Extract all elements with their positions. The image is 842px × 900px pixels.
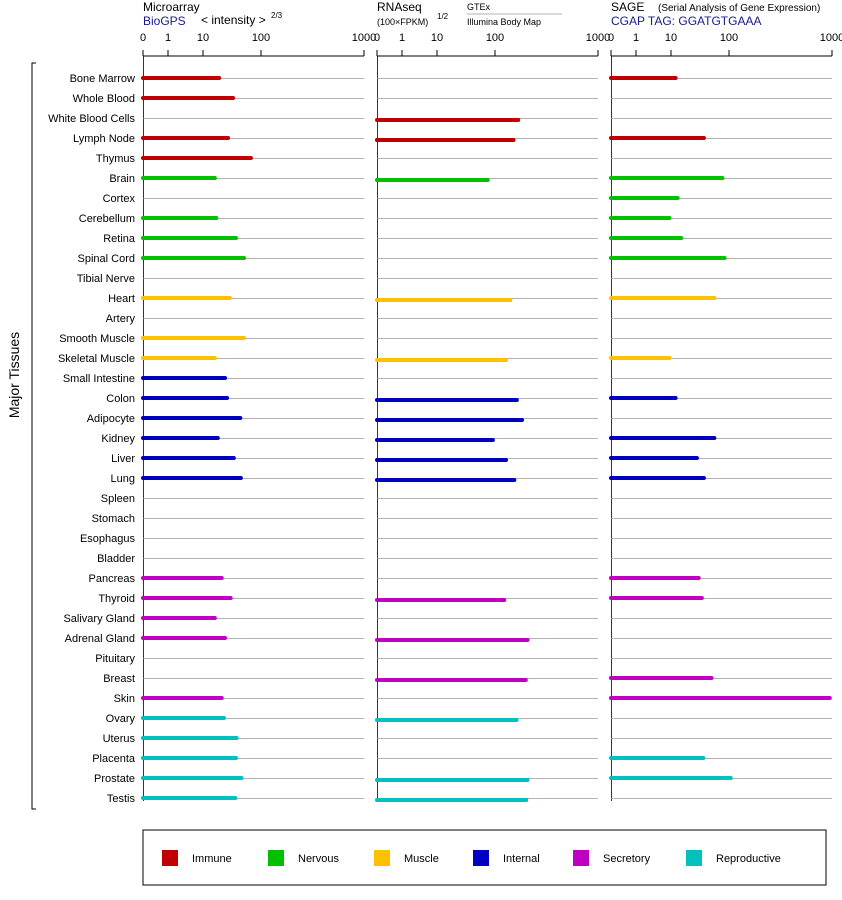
- bars: [141, 76, 832, 802]
- x-tick-label: 100: [486, 32, 504, 44]
- category-label: Breast: [103, 673, 135, 685]
- category-label: Skin: [114, 693, 135, 705]
- x-tick-label: 1000: [586, 32, 610, 44]
- panel1-source[interactable]: BioGPS: [143, 14, 186, 28]
- panel3-tag[interactable]: CGAP TAG: GGATGTGAAA: [611, 14, 761, 28]
- category-label: Lung: [111, 473, 135, 485]
- category-label: Kidney: [101, 433, 135, 445]
- category-label: Heart: [108, 293, 135, 305]
- category-label: Thyroid: [98, 593, 135, 605]
- category-label: Adipocyte: [87, 413, 135, 425]
- category-label: Smooth Muscle: [59, 333, 135, 345]
- category-label: Spinal Cord: [78, 253, 135, 265]
- x-tick-label: 10: [197, 32, 209, 44]
- x-tick-label: 1: [399, 32, 405, 44]
- panel1-units: < intensity >: [201, 13, 266, 27]
- category-label: Esophagus: [80, 533, 136, 545]
- category-label: Salivary Gland: [63, 613, 135, 625]
- x-tick-label: 1000: [820, 32, 842, 44]
- category-labels: Bone Marrow Whole Blood White Blood Cells L…: [48, 73, 136, 805]
- category-label: Lymph Node: [73, 133, 135, 145]
- x-tick-label: 100: [252, 32, 270, 44]
- legend-swatch-secretory: [573, 850, 589, 866]
- x-tick-label: 1: [633, 32, 639, 44]
- category-label: Liver: [111, 453, 135, 465]
- category-label: Cortex: [103, 193, 136, 205]
- legend-swatch-nervous: [268, 850, 284, 866]
- panel1-title: Microarray: [143, 0, 200, 14]
- panel1-exponent: 2/3: [271, 11, 283, 20]
- category-label: Skeletal Muscle: [58, 353, 135, 365]
- x-tick-label: 0: [374, 32, 380, 44]
- legend-label-secretory: Secretory: [603, 853, 651, 865]
- category-label: Cerebellum: [79, 213, 135, 225]
- legend-label-immune: Immune: [192, 853, 232, 865]
- category-label: Retina: [103, 233, 136, 245]
- panel2-title: RNAseq: [377, 0, 422, 14]
- category-label: Bone Marrow: [70, 73, 135, 85]
- category-label: Placenta: [92, 753, 136, 765]
- category-label: Tibial Nerve: [77, 273, 135, 285]
- category-label: Uterus: [103, 733, 136, 745]
- category-label: Small Intestine: [63, 373, 135, 385]
- panel2-header: RNAseq (100×FPKM) 1/2 GTEx Illumina Body…: [377, 0, 562, 27]
- x-tick-label: 100: [720, 32, 738, 44]
- category-label: Adrenal Gland: [65, 633, 135, 645]
- category-label: Thymus: [96, 153, 136, 165]
- x-tick-label: 1000: [352, 32, 376, 44]
- category-label: Colon: [106, 393, 135, 405]
- panel2-illumina-label: Illumina Body Map: [467, 17, 541, 27]
- x-tick-label: 0: [140, 32, 146, 44]
- category-label: Testis: [107, 793, 136, 805]
- category-label: Brain: [109, 173, 135, 185]
- category-label: Pancreas: [89, 573, 136, 585]
- legend-label-nervous: Nervous: [298, 853, 339, 865]
- x-tick-label: 10: [665, 32, 677, 44]
- legend: Immune Nervous Muscle Internal Secretory Repr…: [162, 850, 781, 866]
- category-label: Prostate: [94, 773, 135, 785]
- category-label: Whole Blood: [73, 93, 135, 105]
- legend-label-internal: Internal: [503, 853, 540, 865]
- legend-swatch-internal: [473, 850, 489, 866]
- panel3-title: SAGE: [611, 0, 644, 14]
- panel2-gtex-label: GTEx: [467, 2, 491, 12]
- y-group-bracket: [31, 62, 36, 810]
- x-tick-label: 10: [431, 32, 443, 44]
- category-label: Spleen: [101, 493, 135, 505]
- category-label: White Blood Cells: [48, 113, 135, 125]
- x-tick-label: 1: [165, 32, 171, 44]
- panel3-subtitle: (Serial Analysis of Gene Expression): [658, 3, 820, 14]
- category-label: Bladder: [97, 553, 135, 565]
- legend-label-reproductive: Reproductive: [716, 853, 781, 865]
- category-label: Ovary: [106, 713, 136, 725]
- legend-box: [142, 829, 827, 886]
- panel1-header: Microarray BioGPS < intensity > 2/3: [143, 0, 283, 28]
- legend-swatch-reproductive: [686, 850, 702, 866]
- category-label: Stomach: [92, 513, 135, 525]
- category-label: Artery: [106, 313, 136, 325]
- legend-swatch-immune: [162, 850, 178, 866]
- legend-swatch-muscle: [374, 850, 390, 866]
- panel2-units: (100×FPKM): [377, 17, 428, 27]
- category-label: Pituitary: [95, 653, 135, 665]
- panel2-exponent: 1/2: [437, 12, 449, 21]
- y-group-label: Major Tissues: [6, 332, 22, 418]
- legend-label-muscle: Muscle: [404, 853, 439, 865]
- panel3-header: SAGE (Serial Analysis of Gene Expression…: [611, 0, 820, 28]
- x-tick-label: 0: [608, 32, 614, 44]
